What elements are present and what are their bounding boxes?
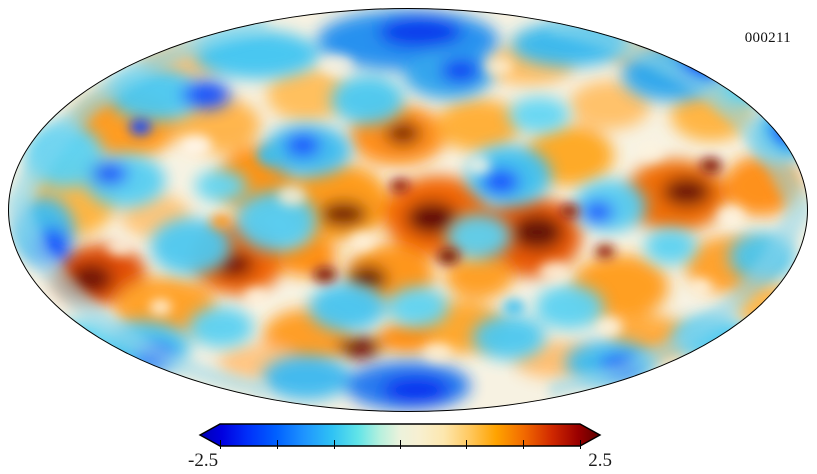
colorbar: -2.5 2.5 (188, 420, 612, 474)
cmb-fine-structure (107, 55, 745, 362)
colorbar-tick (466, 440, 468, 449)
cmb-edge-shading (8, 18, 808, 398)
colorbar-tick (277, 440, 279, 449)
colorbar-tick (580, 440, 582, 449)
colorbar-tick (334, 440, 336, 449)
colorbar-max-label: 2.5 (588, 450, 612, 471)
colorbar-min-label: -2.5 (188, 450, 219, 471)
colorbar-tick (220, 440, 222, 449)
colorbar-tick (400, 440, 402, 449)
sky-map-clip (8, 8, 808, 412)
colorbar-tick (523, 440, 525, 449)
sky-map (8, 8, 808, 412)
